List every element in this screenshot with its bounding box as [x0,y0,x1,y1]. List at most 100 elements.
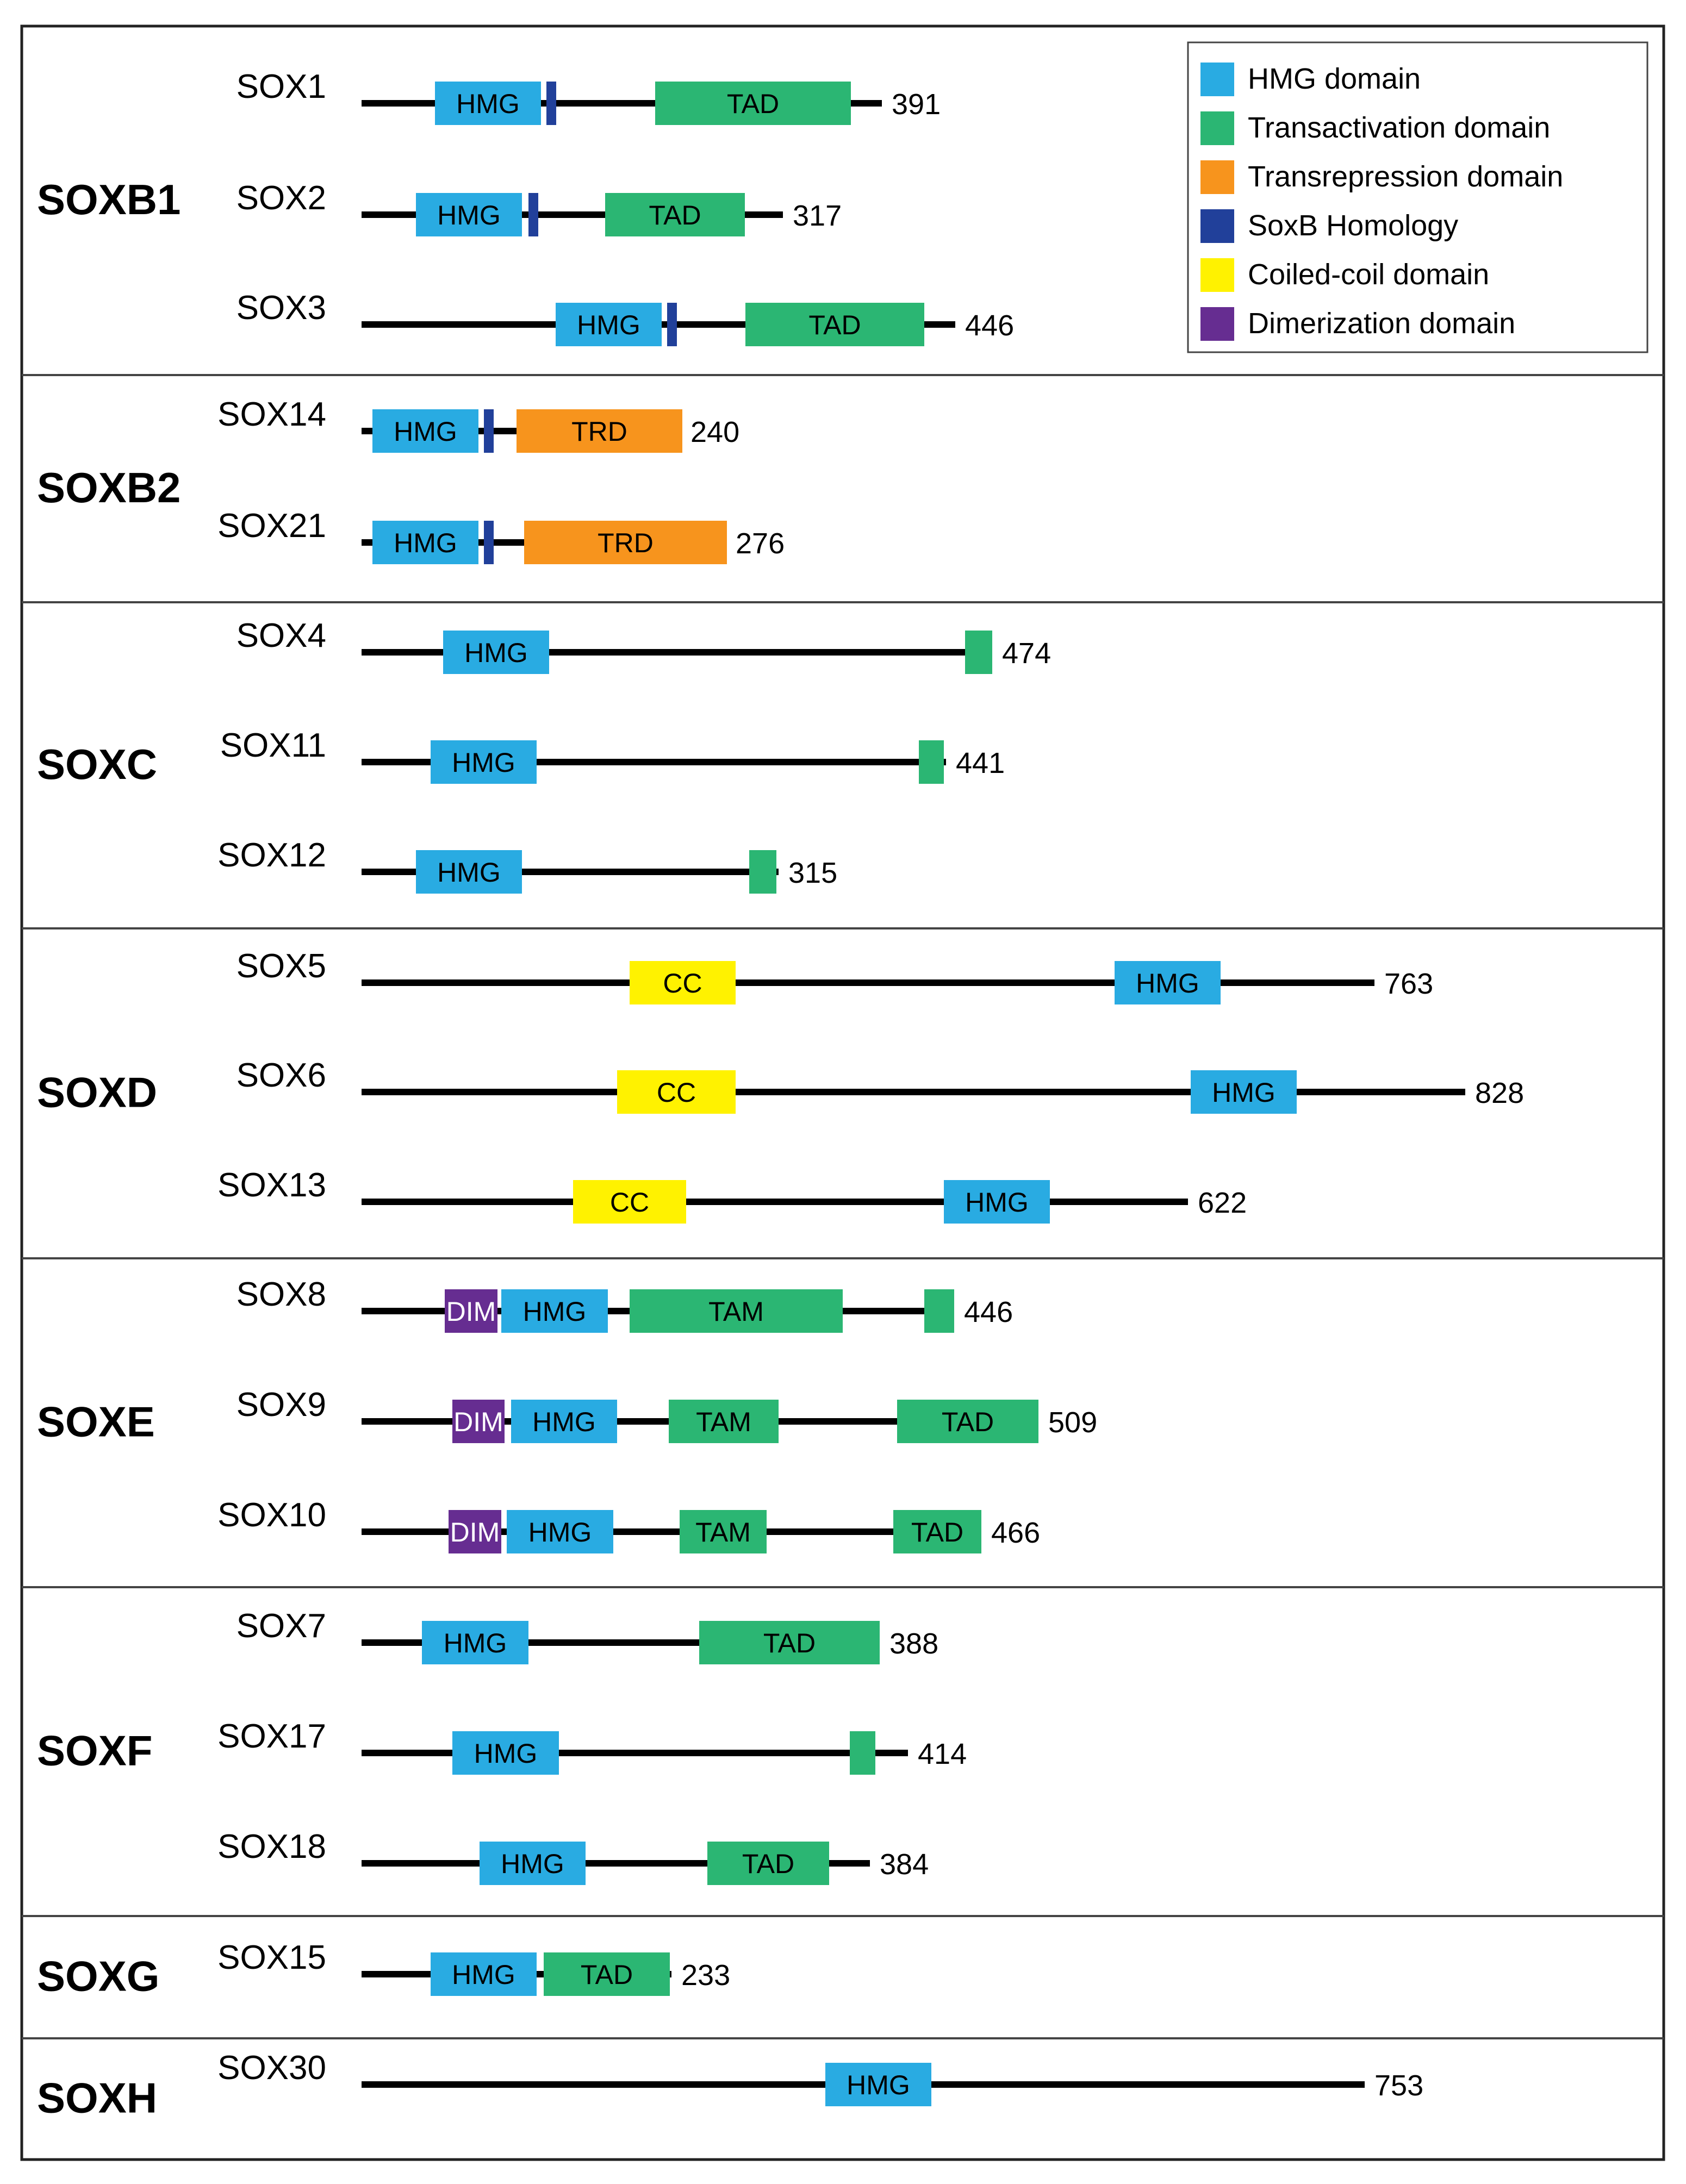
domain-label: HMG [1136,968,1199,999]
domain-label: HMG [444,1628,507,1658]
protein-row-sox5: SOX5 CC HMG 763 [237,947,1433,1004]
domain-label: HMG [437,857,501,888]
legend-label: Transrepression domain [1248,160,1563,193]
domain-hmg [507,1510,613,1553]
protein-row-sox13: SOX13 CC HMG 622 [217,1166,1247,1224]
protein-name: SOX6 [237,1057,326,1094]
protein-row-sox21: SOX21 HMG TRD 276 [217,507,785,564]
protein-name: SOX3 [237,289,326,327]
protein-length: 622 [1198,1187,1247,1219]
protein-row-sox7: SOX7 HMG TAD 388 [237,1607,938,1664]
protein-row-sox6: SOX6 CC HMG 828 [237,1057,1524,1114]
outer-frame [20,24,1665,2161]
domain-hmg [556,303,662,346]
domain-tad [707,1842,829,1885]
domain-label: HMG [847,2070,910,2100]
protein-length: 753 [1374,2069,1423,2102]
protein-length: 414 [918,1738,967,1770]
domain-label: DIM [446,1296,496,1327]
group-label-soxd: SOXD [37,1069,157,1116]
protein-row-sox11: SOX11 HMG 441 [220,727,1005,784]
legend-label: Coiled-coil domain [1248,258,1489,291]
domain-tad [699,1621,880,1664]
domain-label: HMG [452,1960,515,1990]
domain-tad [924,1289,954,1333]
domain-trd [524,521,727,564]
protein-length: 474 [1002,637,1051,670]
protein-name: SOX5 [237,947,326,985]
protein-name: SOX15 [217,1939,326,1976]
domain-hmg [944,1180,1050,1224]
domain-hmg [372,521,478,564]
protein-length: 388 [889,1627,938,1660]
protein-row-sox9: SOX9 DIM HMG TAM TAD 509 [237,1386,1097,1443]
group-label-soxf: SOXF [37,1727,152,1775]
group-label-soxe: SOXE [37,1398,155,1446]
domain-tad [893,1510,981,1553]
protein-length: 509 [1048,1406,1097,1439]
legend-label: Dimerization domain [1248,307,1515,340]
domain-label: TAD [763,1628,816,1658]
domain-label: TAM [695,1517,751,1547]
domain-soxb [667,303,677,346]
domain-tad [680,1510,767,1553]
domain-tad [850,1731,875,1775]
domain-label: HMG [965,1187,1029,1218]
group-label-soxh: SOXH [37,2074,157,2122]
domain-label: TAD [742,1849,794,1879]
legend-frame [1187,41,1648,353]
domain-tad [749,850,776,894]
domain-hmg [501,1289,608,1333]
domain-label: TAD [581,1960,633,1990]
protein-row-sox10: SOX10 DIM HMG TAM TAD 466 [217,1496,1040,1553]
protein-length: 276 [736,527,785,560]
protein-row-sox8: SOX8 DIM HMG TAM 446 [237,1276,1013,1333]
domain-soxb [484,409,494,453]
protein-name: SOX12 [217,837,326,874]
domain-soxb [546,82,556,125]
domain-soxb [484,521,494,564]
domain-hmg [1191,1070,1297,1114]
domain-label: TAM [708,1296,764,1327]
domain-dim [445,1289,497,1333]
domain-label: HMG [464,638,528,668]
protein-name: SOX14 [217,396,326,433]
protein-name: SOX21 [217,507,326,545]
domain-tad [897,1400,1038,1443]
protein-row-sox2: SOX2 HMG TAD 317 [237,179,842,236]
protein-row-sox14: SOX14 HMG TRD 240 [217,396,739,453]
protein-name: SOX10 [217,1496,326,1534]
protein-row-sox4: SOX4 HMG 474 [237,617,1051,674]
domain-cc [630,961,736,1004]
protein-row-sox18: SOX18 HMG TAD 384 [217,1828,929,1885]
protein-length: 317 [793,199,842,232]
domain-dim [452,1400,505,1443]
domain-label: TAD [942,1407,994,1437]
protein-length: 446 [965,309,1014,342]
protein-name: SOX4 [237,617,326,654]
domain-trd [517,409,682,453]
protein-row-sox12: SOX12 HMG 315 [217,837,837,894]
domain-label: TAD [808,310,861,340]
protein-length: 466 [991,1517,1040,1549]
protein-name: SOX13 [217,1166,326,1204]
domain-label: CC [610,1187,649,1218]
domain-hmg [422,1621,528,1664]
domain-label: TRD [571,416,627,447]
protein-length: 233 [681,1959,730,1992]
domain-label: HMG [1212,1077,1276,1108]
domain-hmg [1115,961,1221,1004]
legend-swatch-soxb [1200,209,1234,243]
domain-label: HMG [452,747,515,778]
domain-hmg [372,409,478,453]
domain-label: CC [663,968,702,999]
legend: HMG domain Transactivation domain Transrep… [1187,41,1648,353]
domain-label: HMG [456,89,520,119]
domain-hmg [452,1731,559,1775]
domain-cc [573,1180,686,1224]
protein-name: SOX9 [237,1386,326,1424]
domain-hmg [511,1400,617,1443]
protein-row-sox30: SOX30 HMG 753 [217,2049,1423,2106]
protein-length: 441 [956,747,1005,779]
domain-label: HMG [501,1849,564,1879]
